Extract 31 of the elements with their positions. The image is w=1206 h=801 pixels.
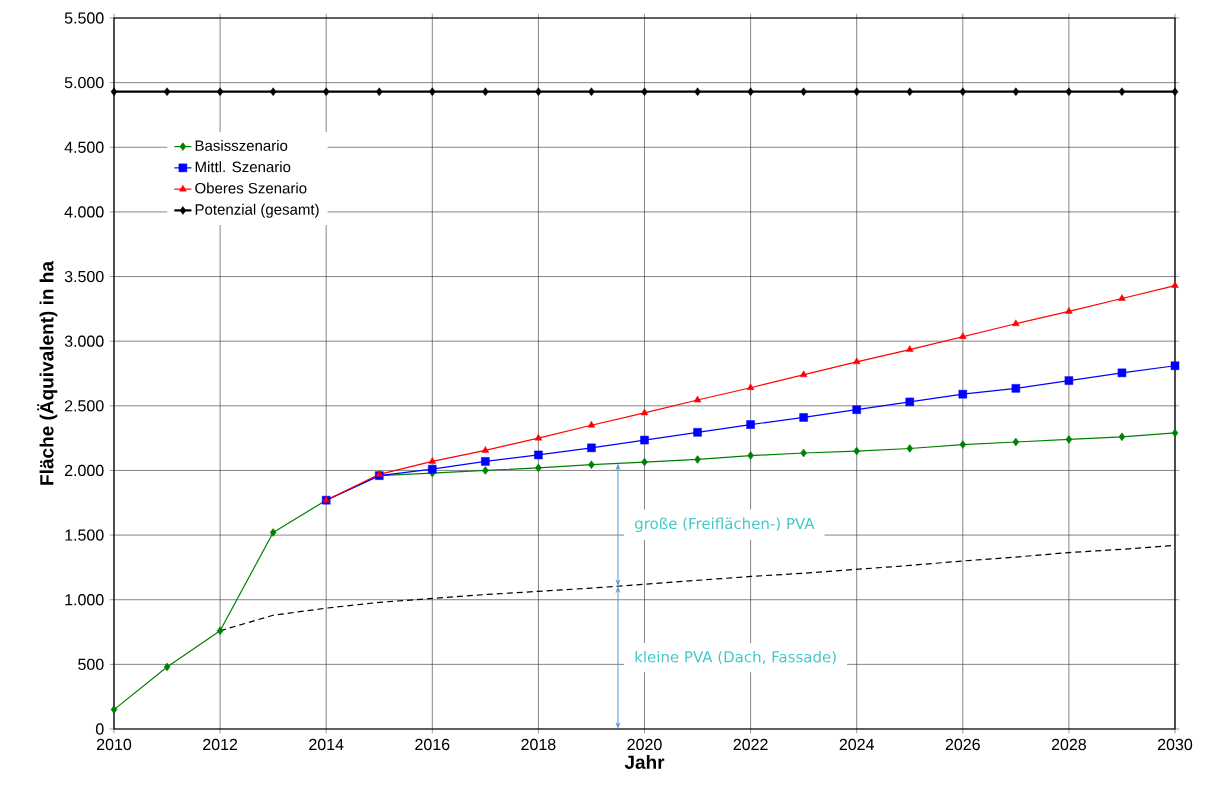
y-tick-label: 3.500 — [64, 270, 104, 283]
legend-label: Oberes Szenario — [195, 182, 307, 194]
y-tick-label: 3.000 — [64, 335, 104, 347]
x-tick-label: 2024 — [839, 738, 875, 751]
y-axis-title: Fläche (Äquivalent) in ha — [37, 260, 58, 485]
y-tick-label: 4.000 — [64, 206, 104, 218]
annotation: große (Freiflächen-) PVA — [635, 517, 815, 533]
y-tick-label: 4.500 — [64, 141, 104, 153]
y-tick-label: 500 — [78, 658, 104, 671]
x-tick-label: 2030 — [1158, 738, 1193, 751]
annotation: kleine PVA (Dach, Fassade) — [635, 650, 836, 665]
legend-label: Basisszenario — [195, 139, 288, 151]
y-tick-label: 0 — [95, 723, 104, 735]
x-tick-label: 2012 — [203, 738, 238, 751]
x-axis-title: Jahr — [624, 754, 665, 769]
x-tick-label: 2016 — [415, 738, 450, 751]
x-tick-label: 2018 — [521, 738, 556, 751]
x-tick-label: 2010 — [97, 738, 132, 751]
y-tick-label: 1.000 — [65, 594, 104, 606]
legend-label: Potenzial (gesamt) — [195, 203, 319, 218]
y-tick-label: 5.500 — [64, 12, 104, 24]
x-tick-label: 2026 — [945, 738, 980, 751]
x-tick-label: 2014 — [309, 738, 344, 751]
y-tick-label: 2.000 — [64, 464, 104, 477]
y-tick-label: 1.500 — [65, 529, 104, 541]
x-tick-label: 2022 — [733, 738, 768, 751]
y-tick-label: 5.000 — [64, 76, 104, 89]
x-tick-label: 2020 — [627, 738, 662, 751]
x-tick-label: 2028 — [1051, 738, 1086, 751]
legend-label: Mittl. Szenario — [195, 161, 291, 173]
y-tick-label: 2.500 — [64, 400, 104, 412]
